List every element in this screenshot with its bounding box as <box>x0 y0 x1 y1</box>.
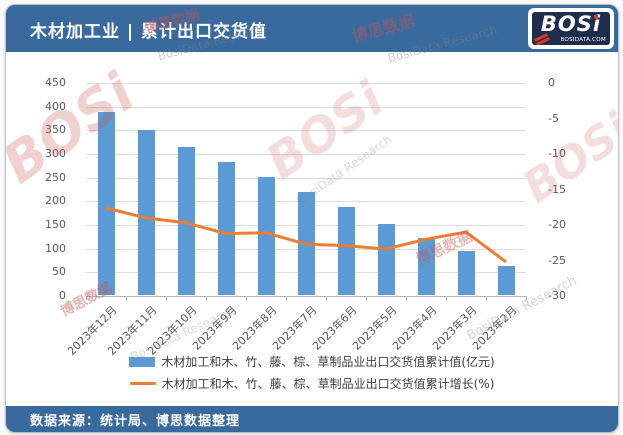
left-axis-tick-label: 100 <box>45 241 66 255</box>
x-axis-line <box>86 296 526 297</box>
bar-2023年12月 <box>97 111 115 295</box>
right-axis-tick-label: -15 <box>548 182 566 196</box>
legend-bar-label: 木材加工和木、竹、藤、棕、草制品业出口交货值累计值(亿元) <box>161 355 495 369</box>
gridline <box>86 177 526 179</box>
footer-bar: 数据来源：统计局、博思数据整理 <box>6 406 618 432</box>
plot-area: 2023年12月 2023年11月 2023年10月 2023年9月 2023年8月 20… <box>65 83 527 358</box>
bar-2023年9月 <box>217 162 235 295</box>
gridline <box>86 106 526 108</box>
right-axis-labels: 0 -5 -10 -15 -20 -25 -30 <box>542 76 586 302</box>
bar-2023年8月 <box>257 176 275 295</box>
x-axis-tick <box>126 296 127 300</box>
left-axis-tick-label: 300 <box>45 147 66 160</box>
x-axis-tick <box>326 296 327 300</box>
right-axis-tick-label: 0 <box>548 76 555 89</box>
bosi-logo: BOSi BOSIDATA.COM <box>528 8 614 49</box>
report-card: 木材加工业 | 累计出口交货值 BOSi BOSIDATA.COM 450 400… <box>5 4 619 433</box>
bar-2023年10月 <box>177 146 195 295</box>
legend-item-line: 木材加工和木、竹、藤、棕、草制品业出口交货值累计增长(%) <box>129 375 495 392</box>
left-axis-tick-label: 450 <box>45 76 66 89</box>
x-axis-tick <box>246 296 247 300</box>
legend-item-bar: 木材加工和木、竹、藤、棕、草制品业出口交货值累计值(亿元) <box>129 353 495 370</box>
bosi-logo-dot <box>594 15 598 19</box>
left-axis-tick-label: 350 <box>45 123 66 137</box>
bosi-logo-inner: BOSi BOSIDATA.COM <box>532 12 610 45</box>
bar-2023年2月 <box>497 265 515 295</box>
left-axis-labels: 450 400 350 300 250 200 150 100 50 0 <box>6 76 76 302</box>
x-axis-tick <box>526 296 527 300</box>
header-bar: 木材加工业 | 累计出口交货值 BOSi BOSIDATA.COM <box>6 5 618 52</box>
left-axis-tick-label: 200 <box>45 194 66 208</box>
page-title: 木材加工业 | 累计出口交货值 <box>30 22 268 42</box>
bosi-logo-site: BOSIDATA.COM <box>560 37 606 43</box>
bar-2023年4月 <box>417 238 435 295</box>
x-axis-tick <box>406 296 407 300</box>
x-axis-tick <box>366 296 367 300</box>
bar-2023年11月 <box>137 130 155 295</box>
left-axis-tick-label: 50 <box>52 265 66 279</box>
left-axis-tick-label: 0 <box>59 289 66 302</box>
left-axis-tick-label: 400 <box>45 99 66 113</box>
right-axis-tick-label: -25 <box>548 253 566 267</box>
bar-2023年3月 <box>457 250 475 295</box>
right-axis-tick-label: -20 <box>548 218 566 231</box>
left-axis-tick-label: 250 <box>45 170 66 184</box>
gridline <box>86 83 526 84</box>
gridline <box>86 130 526 132</box>
legend-line-label: 木材加工和木、竹、藤、棕、草制品业出口交货值累计增长(%) <box>161 377 495 391</box>
chart-region: 450 400 350 300 250 200 150 100 50 0 0 -5 -10 -15 -20… <box>6 52 618 406</box>
gridline <box>86 154 526 155</box>
legend-bar-swatch-icon <box>129 356 156 367</box>
legend-line-swatch-icon <box>129 382 156 385</box>
bar-2023年5月 <box>377 224 395 295</box>
growth-line <box>105 206 507 264</box>
data-source: 数据来源：统计局、博思数据整理 <box>30 414 241 429</box>
x-axis-tick <box>86 296 87 300</box>
x-axis-tick <box>446 296 447 300</box>
bar-2023年6月 <box>337 207 355 295</box>
x-axis-tick <box>206 296 207 300</box>
x-axis-tick <box>286 296 287 300</box>
right-axis-tick-label: -10 <box>548 147 566 160</box>
bosi-logo-text: BOSi <box>540 12 602 36</box>
right-axis-tick-label: -30 <box>548 289 566 302</box>
x-axis-tick <box>166 296 167 300</box>
legend: 木材加工和木、竹、藤、棕、草制品业出口交货值累计值(亿元) 木材加工和木、竹、藤… <box>6 353 618 392</box>
right-axis-tick-label: -5 <box>548 111 559 125</box>
left-axis-tick-label: 150 <box>45 218 66 231</box>
x-axis-tick <box>486 296 487 300</box>
